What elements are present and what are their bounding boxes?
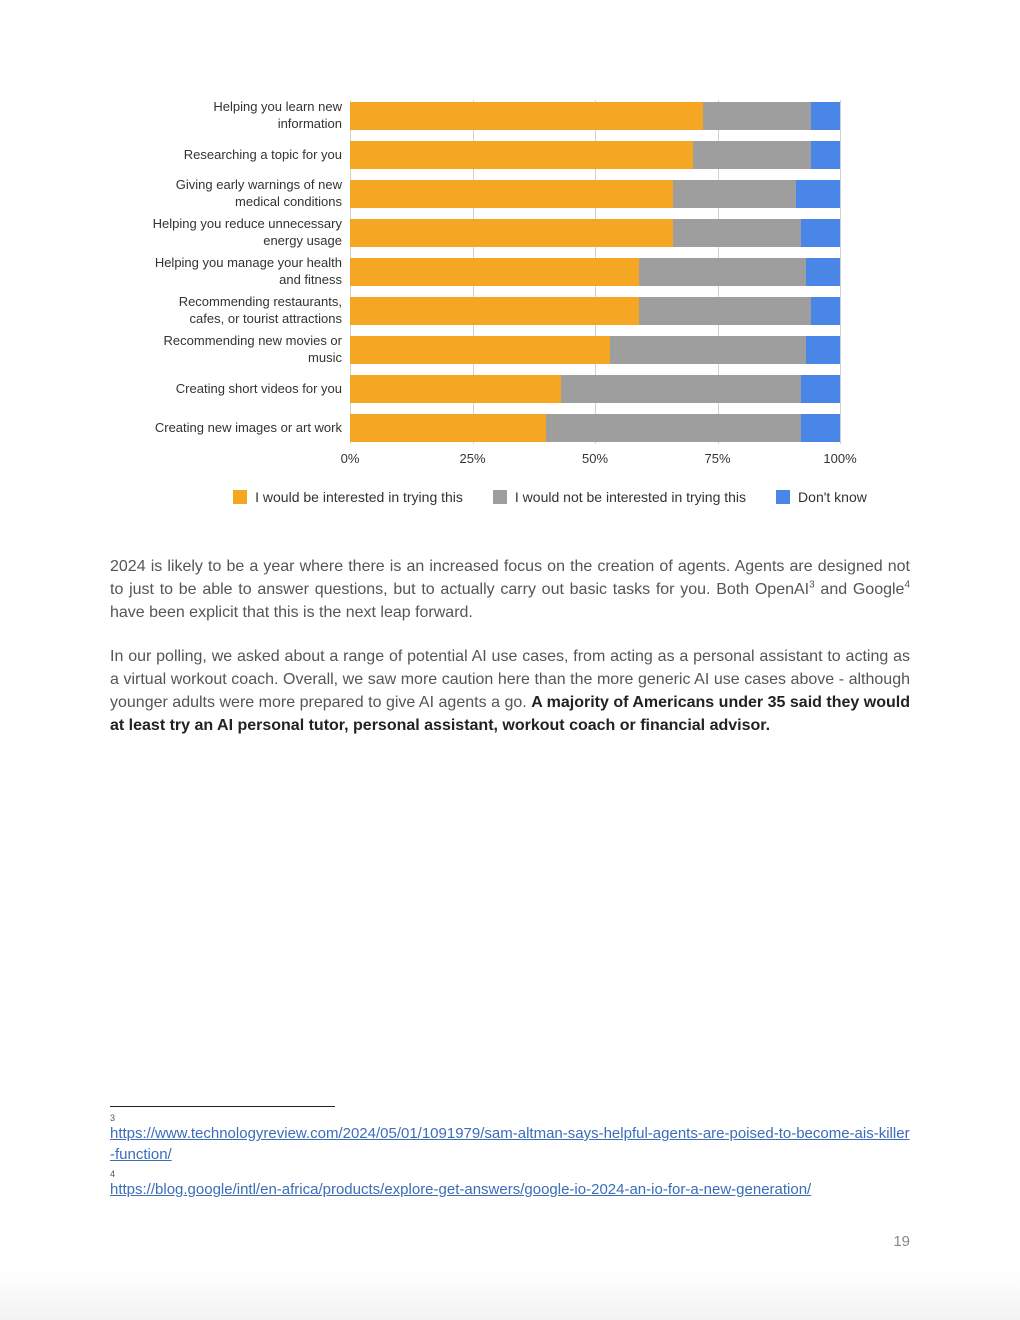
chart-bar — [350, 180, 840, 208]
chart-row: Helping you manage your health and fitne… — [150, 256, 950, 288]
chart-bar-area — [350, 373, 840, 405]
axis-tick: 100% — [823, 451, 856, 466]
chart-legend: I would be interested in trying this I wo… — [150, 489, 950, 505]
chart-segment — [546, 414, 801, 442]
chart-segment — [796, 180, 840, 208]
chart-bar-area — [350, 139, 840, 171]
chart-segment — [350, 297, 639, 325]
p1-text-a: 2024 is likely to be a year where there … — [110, 558, 910, 598]
chart-segment — [801, 219, 840, 247]
page-number: 19 — [893, 1233, 910, 1250]
chart-row-label: Creating short videos for you — [150, 381, 350, 398]
chart-bar — [350, 297, 840, 325]
paragraph-1: 2024 is likely to be a year where there … — [110, 555, 910, 625]
chart-segment — [811, 297, 840, 325]
chart-bar — [350, 219, 840, 247]
chart-segment — [693, 141, 811, 169]
chart-segment — [350, 414, 546, 442]
legend-label: I would be interested in trying this — [255, 489, 463, 505]
footnote-number-4: 4 — [110, 1169, 910, 1179]
chart-segment — [673, 180, 796, 208]
chart-segment — [806, 336, 840, 364]
footnote-link-4[interactable]: https://blog.google/intl/en-africa/produ… — [110, 1181, 811, 1198]
chart-bar-area — [350, 412, 840, 444]
legend-item: I would be interested in trying this — [233, 489, 463, 505]
chart-row: Creating short videos for you — [150, 373, 950, 405]
chart-segment — [811, 102, 840, 130]
chart-x-axis: 0%25%50%75%100% — [350, 451, 840, 471]
legend-label: I would not be interested in trying this — [515, 489, 746, 505]
chart-row-label: Creating new images or art work — [150, 420, 350, 437]
chart-row-label: Helping you learn new information — [150, 99, 350, 133]
p1-text-b: and Google — [815, 581, 905, 598]
chart-bar — [350, 375, 840, 403]
footnote-rule — [110, 1106, 335, 1107]
chart-bar-area — [350, 295, 840, 327]
axis-tick: 75% — [704, 451, 730, 466]
chart-segment — [639, 297, 811, 325]
chart-segment — [350, 375, 561, 403]
chart-segment — [610, 336, 806, 364]
footnote-link-3[interactable]: https://www.technologyreview.com/2024/05… — [110, 1125, 910, 1163]
chart-bar-area — [350, 256, 840, 288]
chart-row: Recommending restaurants, cafes, or tour… — [150, 295, 950, 327]
chart-segment — [350, 102, 703, 130]
chart-bar-area — [350, 334, 840, 366]
chart-row: Recommending new movies or music — [150, 334, 950, 366]
footnote-ref-4: 4 — [904, 580, 910, 591]
legend-swatch — [493, 490, 507, 504]
chart-row-label: Researching a topic for you — [150, 147, 350, 164]
legend-swatch — [776, 490, 790, 504]
chart-bar — [350, 102, 840, 130]
chart-segment — [673, 219, 800, 247]
chart-segment — [801, 414, 840, 442]
chart-segment — [806, 258, 840, 286]
chart-segment — [350, 180, 673, 208]
chart-segment — [639, 258, 806, 286]
chart-segment — [801, 375, 840, 403]
chart-segment — [811, 141, 840, 169]
legend-swatch — [233, 490, 247, 504]
chart-segment — [561, 375, 801, 403]
chart-bar-area — [350, 217, 840, 249]
page-shadow — [0, 1270, 1020, 1320]
chart-row: Researching a topic for you — [150, 139, 950, 171]
axis-tick: 25% — [459, 451, 485, 466]
chart-bar — [350, 258, 840, 286]
body-text: 2024 is likely to be a year where there … — [110, 555, 910, 737]
chart-container: Helping you learn new information Researc… — [150, 100, 950, 505]
chart-row-label: Helping you reduce unnecessary energy us… — [150, 216, 350, 250]
footnote-number-3: 3 — [110, 1113, 910, 1123]
chart-bar — [350, 336, 840, 364]
p1-text-c: have been explicit that this is the next… — [110, 604, 473, 621]
chart-bar — [350, 141, 840, 169]
chart-segment — [703, 102, 811, 130]
chart-row: Helping you reduce unnecessary energy us… — [150, 217, 950, 249]
legend-item: I would not be interested in trying this — [493, 489, 746, 505]
chart-body: Helping you learn new information Researc… — [150, 100, 950, 444]
chart-row-label: Giving early warnings of new medical con… — [150, 177, 350, 211]
axis-tick: 50% — [582, 451, 608, 466]
chart-segment — [350, 141, 693, 169]
chart-row: Helping you learn new information — [150, 100, 950, 132]
legend-item: Don't know — [776, 489, 867, 505]
footnotes: 3 https://www.technologyreview.com/2024/… — [110, 1106, 910, 1200]
paragraph-2: In our polling, we asked about a range o… — [110, 645, 910, 738]
chart-row: Creating new images or art work — [150, 412, 950, 444]
chart-row-label: Recommending new movies or music — [150, 333, 350, 367]
chart-bar-area — [350, 178, 840, 210]
chart-segment — [350, 258, 639, 286]
chart-row-label: Helping you manage your health and fitne… — [150, 255, 350, 289]
chart-row-label: Recommending restaurants, cafes, or tour… — [150, 294, 350, 328]
chart-bar-area — [350, 100, 840, 132]
legend-label: Don't know — [798, 489, 867, 505]
chart-bar — [350, 414, 840, 442]
chart-row: Giving early warnings of new medical con… — [150, 178, 950, 210]
axis-tick: 0% — [341, 451, 360, 466]
chart-segment — [350, 219, 673, 247]
chart-segment — [350, 336, 610, 364]
